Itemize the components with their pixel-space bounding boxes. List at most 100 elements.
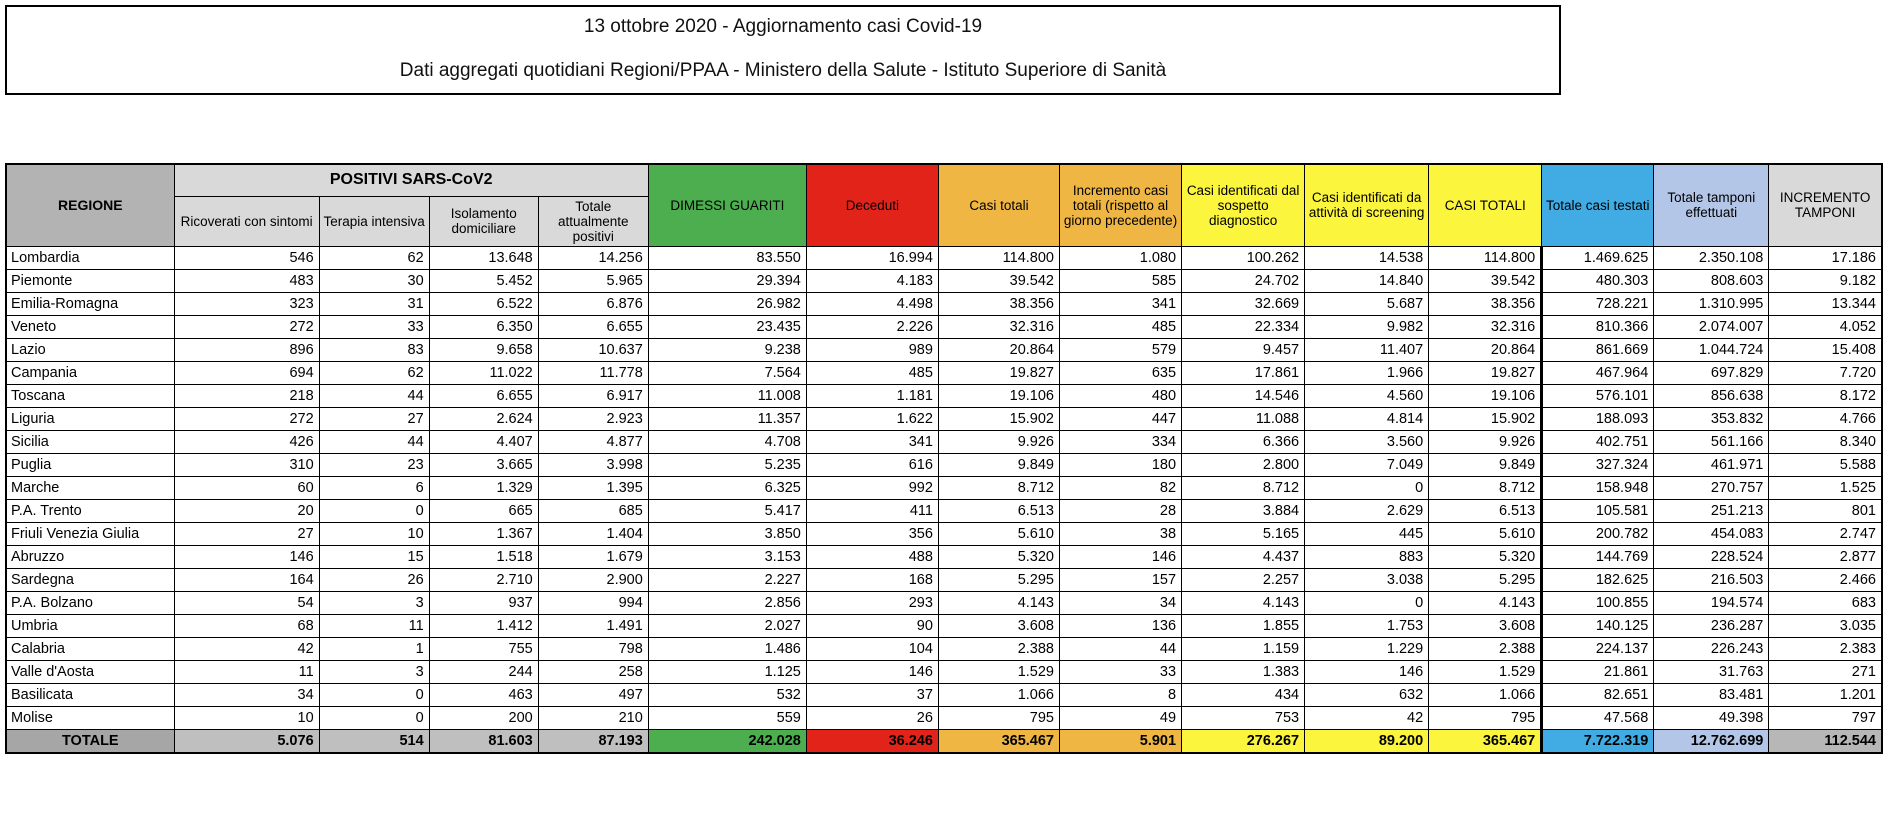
- value-cell-sospetto: 24.702: [1181, 268, 1306, 293]
- value-cell-dimessi: 559: [647, 705, 807, 730]
- value-cell-casi_totali_2: 3.608: [1428, 613, 1543, 638]
- value-cell-casi_testati: 480.303: [1540, 268, 1655, 293]
- value-cell-ricoverati: 54: [173, 590, 320, 615]
- value-cell-deceduti: 2.226: [805, 314, 939, 339]
- value-cell-deceduti: 616: [805, 452, 939, 477]
- value-cell-sospetto: 434: [1181, 682, 1306, 707]
- region-name-cell: Valle d'Aosta: [5, 659, 175, 684]
- value-cell-terapia: 6: [318, 475, 430, 500]
- value-cell-ricoverati: 218: [173, 383, 320, 408]
- value-cell-incremento_tamponi: 1.201: [1768, 682, 1883, 707]
- value-cell-tamponi: 808.603: [1653, 268, 1770, 293]
- region-name-cell: Lombardia: [5, 245, 175, 270]
- value-cell-casi_totali: 6.513: [937, 498, 1061, 523]
- value-cell-casi_totali_2: 5.610: [1428, 521, 1543, 546]
- value-cell-sospetto: 4.437: [1181, 544, 1306, 569]
- value-cell-casi_totali: 1.529: [937, 659, 1061, 684]
- region-name-cell: Abruzzo: [5, 544, 175, 569]
- totale-value-cell-sospetto: 276.267: [1181, 728, 1306, 754]
- value-cell-screening: 0: [1304, 475, 1430, 500]
- value-cell-casi_totali_2: 4.143: [1428, 590, 1543, 615]
- value-cell-terapia: 30: [318, 268, 430, 293]
- value-cell-casi_totali: 19.106: [937, 383, 1061, 408]
- value-cell-deceduti: 293: [805, 590, 939, 615]
- value-cell-tot_positivi: 994: [537, 590, 649, 615]
- value-cell-dimessi: 1.486: [647, 636, 807, 661]
- table-row: Puglia 310 23 3.665 3.998 5.235 616 9.849 180 2.8…: [5, 452, 1883, 477]
- table-row: Sardegna 164 26 2.710 2.900 2.227 168 5.295 157 2…: [5, 567, 1883, 592]
- table-header: REGIONE POSITIVI SARS-CoV2 DIMESSI GUARI…: [5, 163, 1883, 247]
- value-cell-screening: 5.687: [1304, 291, 1430, 316]
- value-cell-casi_totali: 795: [937, 705, 1061, 730]
- value-cell-isolamento: 6.522: [428, 291, 539, 316]
- value-cell-incremento_casi: 635: [1058, 360, 1183, 385]
- value-cell-isolamento: 11.022: [428, 360, 539, 385]
- value-cell-dimessi: 6.325: [647, 475, 807, 500]
- value-cell-dimessi: 7.564: [647, 360, 807, 385]
- value-cell-incremento_casi: 579: [1058, 337, 1183, 362]
- value-cell-ricoverati: 483: [173, 268, 320, 293]
- value-cell-deceduti: 16.994: [805, 245, 939, 270]
- value-cell-isolamento: 2.710: [428, 567, 539, 592]
- header-incremento-casi: Incremento casi totali (rispetto al gior…: [1058, 163, 1183, 247]
- value-cell-incremento_tamponi: 2.383: [1768, 636, 1883, 661]
- value-cell-screening: 4.560: [1304, 383, 1430, 408]
- value-cell-casi_testati: 140.125: [1540, 613, 1655, 638]
- value-cell-sospetto: 11.088: [1181, 406, 1306, 431]
- value-cell-incremento_casi: 334: [1058, 429, 1183, 454]
- value-cell-tot_positivi: 4.877: [537, 429, 649, 454]
- value-cell-tot_positivi: 6.917: [537, 383, 649, 408]
- value-cell-casi_totali_2: 8.712: [1428, 475, 1543, 500]
- table-row: Campania 694 62 11.022 11.778 7.564 485 19.827 6…: [5, 360, 1883, 385]
- value-cell-isolamento: 4.407: [428, 429, 539, 454]
- value-cell-casi_totali_2: 20.864: [1428, 337, 1543, 362]
- value-cell-ricoverati: 10: [173, 705, 320, 730]
- value-cell-incremento_casi: 44: [1058, 636, 1183, 661]
- value-cell-terapia: 23: [318, 452, 430, 477]
- value-cell-dimessi: 5.417: [647, 498, 807, 523]
- table-row: Calabria 42 1 755 798 1.486 104 2.388 44 1.159 1.2…: [5, 636, 1883, 661]
- region-name-cell: Sardegna: [5, 567, 175, 592]
- header-deceduti: Deceduti: [805, 163, 939, 247]
- table-row: P.A. Bolzano 54 3 937 994 2.856 293 4.143 34 4.14…: [5, 590, 1883, 615]
- region-name-cell: Liguria: [5, 406, 175, 431]
- value-cell-isolamento: 665: [428, 498, 539, 523]
- value-cell-sospetto: 17.861: [1181, 360, 1306, 385]
- table-row: Piemonte 483 30 5.452 5.965 29.394 4.183 39.542…: [5, 268, 1883, 293]
- value-cell-incremento_tamponi: 2.747: [1768, 521, 1883, 546]
- value-cell-ricoverati: 42: [173, 636, 320, 661]
- table-row: Friuli Venezia Giulia 27 10 1.367 1.404 3.850…: [5, 521, 1883, 546]
- value-cell-tot_positivi: 258: [537, 659, 649, 684]
- value-cell-dimessi: 83.550: [647, 245, 807, 270]
- value-cell-incremento_tamponi: 801: [1768, 498, 1883, 523]
- value-cell-dimessi: 3.850: [647, 521, 807, 546]
- value-cell-casi_totali_2: 15.902: [1428, 406, 1543, 431]
- value-cell-tamponi: 2.074.007: [1653, 314, 1770, 339]
- table-row: Veneto 272 33 6.350 6.655 23.435 2.226 32.316 48…: [5, 314, 1883, 339]
- value-cell-casi_totali_2: 795: [1428, 705, 1543, 730]
- value-cell-tot_positivi: 1.404: [537, 521, 649, 546]
- value-cell-casi_totali: 9.849: [937, 452, 1061, 477]
- value-cell-tot_positivi: 1.491: [537, 613, 649, 638]
- value-cell-casi_testati: 158.948: [1540, 475, 1655, 500]
- value-cell-dimessi: 29.394: [647, 268, 807, 293]
- value-cell-sospetto: 1.855: [1181, 613, 1306, 638]
- value-cell-casi_testati: 861.669: [1540, 337, 1655, 362]
- value-cell-incremento_casi: 1.080: [1058, 245, 1183, 270]
- value-cell-terapia: 26: [318, 567, 430, 592]
- totale-value-cell-tamponi: 12.762.699: [1653, 728, 1770, 754]
- value-cell-sospetto: 1.159: [1181, 636, 1306, 661]
- value-cell-screening: 7.049: [1304, 452, 1430, 477]
- value-cell-casi_totali: 19.827: [937, 360, 1061, 385]
- value-cell-ricoverati: 896: [173, 337, 320, 362]
- value-cell-tot_positivi: 14.256: [537, 245, 649, 270]
- region-name-cell: Molise: [5, 705, 175, 730]
- value-cell-terapia: 15: [318, 544, 430, 569]
- value-cell-incremento_tamponi: 797: [1768, 705, 1883, 730]
- value-cell-deceduti: 26: [805, 705, 939, 730]
- value-cell-sospetto: 5.165: [1181, 521, 1306, 546]
- value-cell-casi_totali_2: 38.356: [1428, 291, 1543, 316]
- region-name-cell: Emilia-Romagna: [5, 291, 175, 316]
- value-cell-incremento_casi: 34: [1058, 590, 1183, 615]
- value-cell-sospetto: 8.712: [1181, 475, 1306, 500]
